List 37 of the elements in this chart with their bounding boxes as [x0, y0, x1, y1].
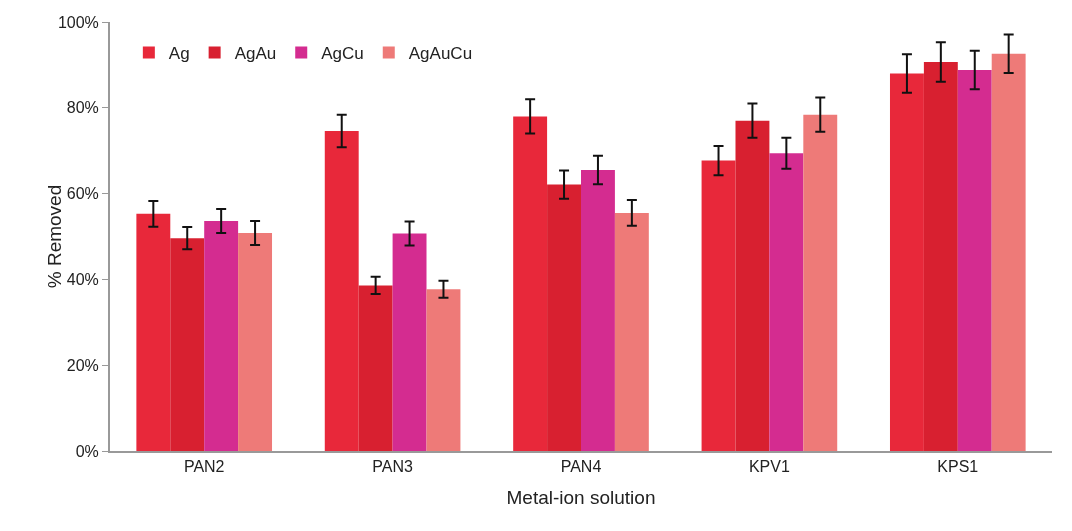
bar — [324, 130, 359, 451]
bar — [889, 73, 924, 451]
legend-label: Ag — [168, 44, 190, 64]
bar — [803, 114, 838, 451]
x-tick-label: PAN2 — [183, 458, 225, 476]
bar — [701, 160, 736, 451]
y-tick-label: 100% — [57, 13, 99, 31]
bar — [204, 221, 239, 451]
bar — [358, 285, 393, 451]
bar — [426, 289, 461, 451]
x-tick-label: PAN4 — [560, 458, 602, 476]
bar — [547, 184, 581, 451]
y-tick-label: 0% — [75, 442, 99, 460]
x-axis-title: Metal-ion solution — [506, 486, 656, 508]
bar — [581, 170, 615, 451]
bar — [991, 53, 1026, 451]
y-tick-label: 20% — [66, 356, 99, 374]
y-tick-label: 80% — [66, 99, 99, 117]
y-tick-label: 40% — [66, 271, 99, 288]
x-tick-label: KPV1 — [748, 458, 790, 476]
legend-label: AgCu — [321, 44, 364, 64]
y-tick-label: 60% — [66, 185, 99, 203]
bar — [136, 213, 171, 451]
x-tick-label: KPS1 — [937, 458, 979, 476]
bar — [735, 120, 770, 451]
bar — [170, 238, 205, 451]
bar — [238, 233, 273, 451]
bar — [923, 61, 958, 451]
bar — [769, 153, 804, 451]
bar — [513, 116, 548, 451]
bar — [957, 70, 992, 451]
legend-label: AgAu — [234, 44, 277, 64]
legend-label: AgAuCu — [408, 44, 473, 64]
y-axis-title: % Removed — [43, 184, 65, 289]
bar — [614, 212, 649, 451]
x-tick-label: PAN3 — [372, 458, 414, 476]
bar — [392, 233, 427, 451]
